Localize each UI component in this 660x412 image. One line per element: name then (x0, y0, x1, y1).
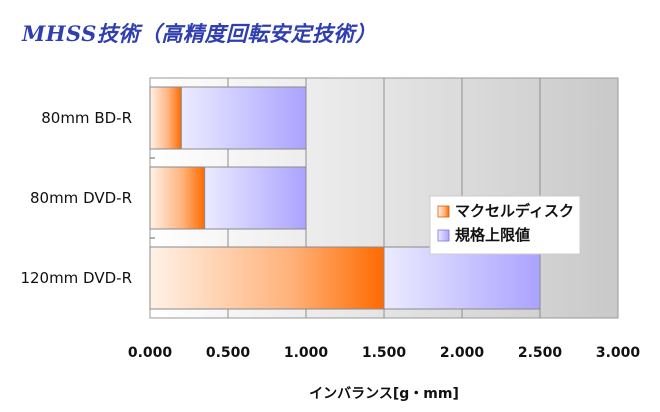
category-label: 80mm DVD-R (30, 189, 132, 207)
bar-standard-limit (383, 246, 541, 310)
x-tick-labels: 0.000 0.500 1.000 1.500 2.000 2.500 3.000 (128, 345, 641, 361)
x-tick-label: 2.000 (440, 345, 485, 361)
bar-maxell-disc (149, 166, 206, 230)
bar-maxell-disc (149, 246, 385, 310)
legend-box (429, 195, 581, 255)
legend-label-maxell: マクセルディスク (455, 202, 574, 220)
x-tick-label: 3.000 (596, 345, 641, 361)
legend-label-standard-limit: 規格上限値 (455, 226, 530, 244)
category-label: 120mm DVD-R (20, 269, 132, 287)
legend: マクセルディスク 規格上限値 (429, 195, 581, 255)
x-tick-label: 0.000 (128, 345, 173, 361)
bar-maxell-disc (149, 86, 182, 150)
bar-standard-limit (180, 86, 307, 150)
x-tick-label: 1.500 (362, 345, 407, 361)
x-tick-label: 0.500 (206, 345, 251, 361)
legend-swatch-standard-limit (437, 229, 450, 242)
bar-standard-limit (204, 166, 307, 230)
x-tick-label: 1.000 (284, 345, 329, 361)
x-tick-label: 2.500 (518, 345, 563, 361)
chart-title: MHSS技術（高精度回転安定技術） (22, 21, 377, 46)
x-axis-label: インバランス[g・mm] (309, 386, 459, 402)
category-labels: 80mm BD-R 80mm DVD-R 120mm DVD-R (20, 109, 132, 287)
legend-swatch-maxell (437, 205, 450, 218)
bars (149, 86, 541, 310)
category-label: 80mm BD-R (41, 109, 132, 127)
